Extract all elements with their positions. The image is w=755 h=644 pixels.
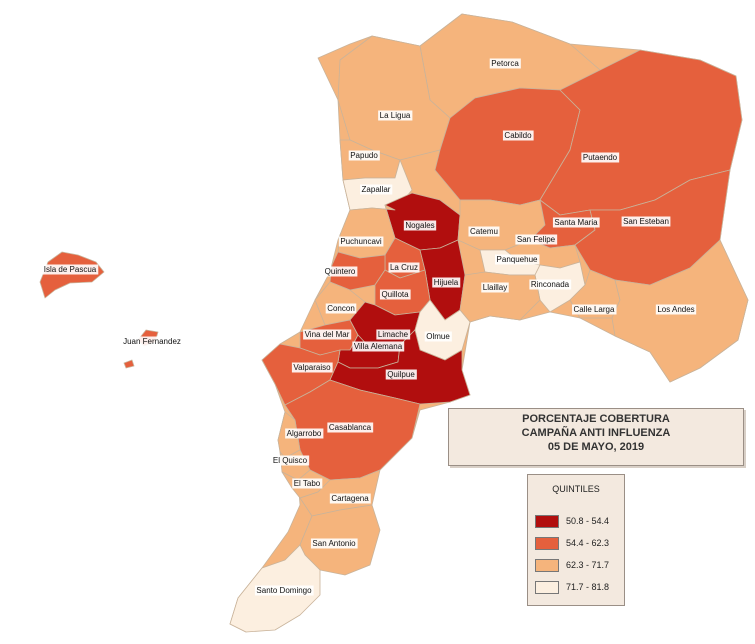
- legend-swatch: [535, 537, 559, 550]
- commune-label-background: [325, 303, 357, 314]
- commune-label-background: [338, 236, 384, 247]
- commune-label: San Esteban: [623, 217, 669, 226]
- commune-label: Putaendo: [583, 153, 618, 162]
- commune-label: Quintero: [325, 267, 356, 276]
- commune-label: Llaillay: [483, 283, 507, 292]
- legend-item: 62.3 - 71.7: [535, 559, 623, 573]
- legend-label: 54.4 - 62.3: [566, 538, 610, 548]
- commune-label: Isla de Pascua: [44, 265, 97, 274]
- commune-label: Cabildo: [504, 131, 532, 140]
- commune-label: Hijuela: [434, 278, 459, 287]
- commune-label-background: [424, 331, 452, 342]
- commune-label: Olmue: [426, 332, 450, 341]
- commune-label-background: [432, 277, 461, 288]
- commune-label-background: [254, 585, 314, 596]
- commune-label: San Antonio: [312, 539, 356, 548]
- legend-label: 50.8 - 54.4: [566, 516, 610, 526]
- commune-label: San Felipe: [517, 235, 556, 244]
- legend-swatch: [535, 515, 559, 528]
- commune-label: Catemu: [470, 227, 498, 236]
- commune-label: Zapallar: [362, 185, 391, 194]
- commune-label: Casablanca: [329, 423, 372, 432]
- commune-label-background: [515, 234, 558, 245]
- commune-label-background: [348, 150, 380, 161]
- commune-label-background: [379, 289, 411, 300]
- commune-label-background: [621, 216, 671, 227]
- commune-label: Panquehue: [497, 255, 538, 264]
- commune-label-background: [42, 264, 99, 275]
- commune-label: Nogales: [405, 221, 434, 230]
- commune-label: Juan Fernandez: [123, 337, 181, 346]
- commune-label-background: [329, 493, 371, 504]
- commune-label: Concon: [327, 304, 355, 313]
- legend-item: 71.7 - 81.8: [535, 581, 623, 595]
- commune-label-background: [572, 304, 617, 315]
- legend-swatch: [535, 559, 559, 572]
- commune-label-background: [502, 130, 534, 141]
- commune-label: Quillota: [381, 290, 409, 299]
- commune-label: Quilpue: [387, 370, 415, 379]
- legend-label: 71.7 - 81.8: [566, 582, 610, 592]
- commune-label: Puchuncavi: [340, 237, 382, 246]
- commune-label-background: [655, 304, 697, 315]
- legend-swatch: [535, 581, 559, 594]
- commune-label: Villa Alemana: [354, 342, 403, 351]
- commune-isla-de-pascua: [39, 251, 105, 299]
- commune-label-background: [376, 329, 411, 340]
- commune-label-background: [323, 266, 358, 277]
- commune-label-background: [403, 220, 437, 231]
- commune-label: Calle Larga: [574, 305, 615, 314]
- commune-label: Santa Maria: [554, 218, 598, 227]
- commune-label: La Ligua: [380, 111, 411, 120]
- commune-label-background: [388, 262, 420, 273]
- title-line-1: PORCENTAJE COBERTURA: [522, 413, 670, 425]
- legend-item: 50.8 - 54.4: [535, 515, 623, 529]
- commune-label: Vina del Mar: [305, 330, 350, 339]
- commune-label-background: [360, 184, 393, 195]
- map-title-box: PORCENTAJE COBERTURA CAMPAÑA ANTI INFLUE…: [448, 408, 744, 466]
- commune-label-background: [291, 362, 333, 373]
- commune-label-background: [529, 279, 572, 290]
- commune-juan-fernandez: [123, 329, 159, 369]
- commune-label-background: [121, 336, 183, 347]
- commune-label-background: [285, 428, 324, 439]
- commune-label-background: [352, 341, 405, 352]
- commune-label: Petorca: [491, 59, 519, 68]
- legend-label: 62.3 - 71.7: [566, 560, 610, 570]
- commune-label: Santo Domingo: [256, 586, 312, 595]
- commune-label-background: [481, 282, 509, 293]
- commune-label-background: [292, 478, 323, 489]
- commune-label-background: [327, 422, 374, 433]
- legend-title: QUINTILES: [552, 484, 600, 494]
- commune-label: El Quisco: [273, 456, 308, 465]
- legend: QUINTILES 50.8 - 54.4 54.4 - 62.3 62.3 -…: [527, 474, 625, 606]
- commune-label: Limache: [378, 330, 409, 339]
- commune-label-background: [468, 226, 500, 237]
- commune-label-background: [378, 110, 413, 121]
- commune-label-background: [495, 254, 540, 265]
- commune-label-background: [552, 217, 600, 228]
- commune-label: Papudo: [350, 151, 378, 160]
- commune-label-background: [581, 152, 620, 163]
- commune-label: Algarrobo: [287, 429, 322, 438]
- commune-label-background: [489, 58, 521, 69]
- commune-label: El Tabo: [294, 479, 321, 488]
- commune-label: Cartagena: [331, 494, 369, 503]
- title-line-2: CAMPAÑA ANTI INFLUENZA: [521, 427, 671, 439]
- commune-puchuncavi: [337, 204, 396, 259]
- title-line-3: 05 DE MAYO, 2019: [547, 441, 645, 453]
- commune-label: Valparaiso: [293, 363, 331, 372]
- commune-label: La Cruz: [390, 263, 418, 272]
- commune-label: Los Andes: [657, 305, 694, 314]
- legend-item: 54.4 - 62.3: [535, 537, 623, 551]
- commune-label-background: [310, 538, 358, 549]
- commune-label-background: [271, 455, 310, 466]
- commune-label-background: [303, 329, 352, 340]
- commune-label-background: [385, 369, 417, 380]
- commune-label: Rinconada: [531, 280, 570, 289]
